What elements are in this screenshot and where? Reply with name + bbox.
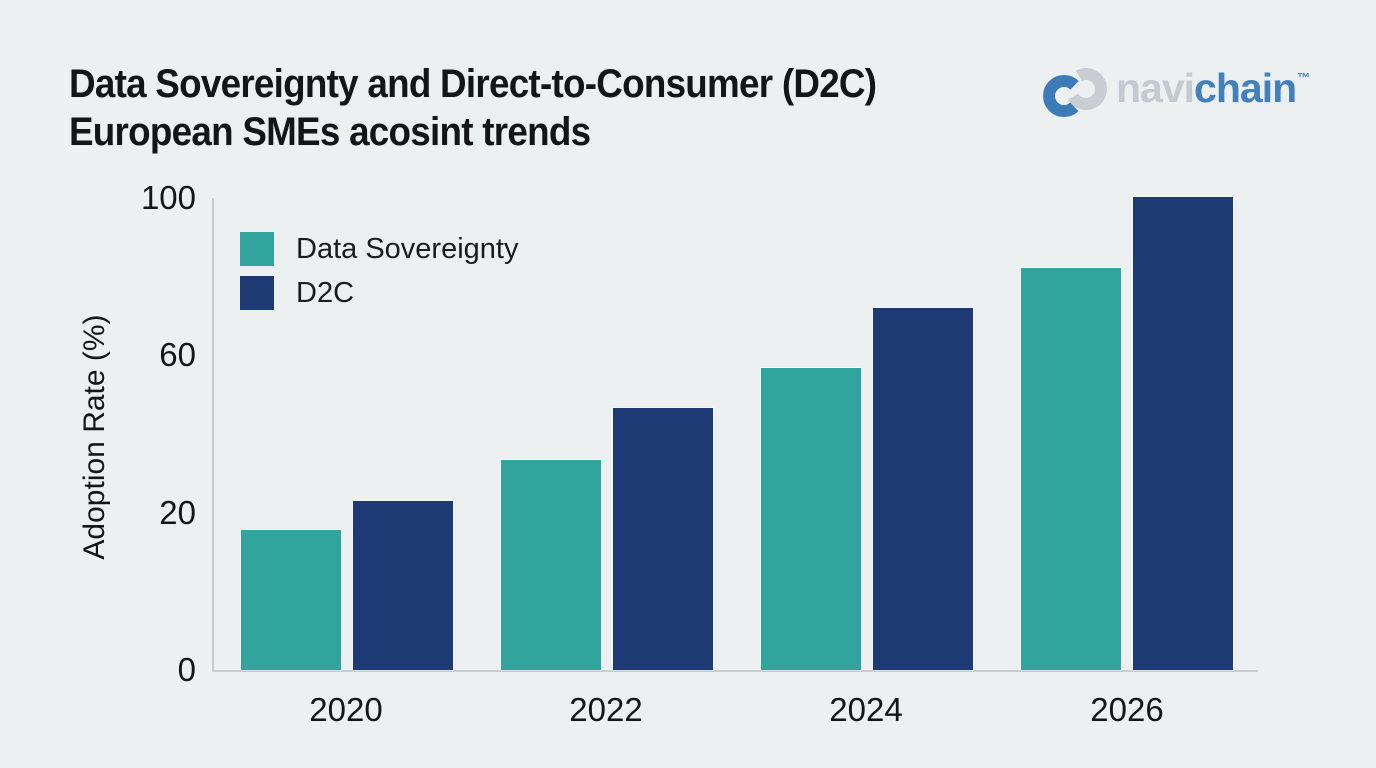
chart-title-line1: Data Sovereignty and Direct-to-Consumer … (69, 62, 877, 106)
chain-rings-icon (1040, 64, 1112, 122)
bar-data-sovereignty-2026 (1021, 268, 1121, 670)
legend-label-d2c: D2C (296, 277, 355, 309)
x-axis-line (212, 670, 1258, 672)
legend: Data Sovereignty D2C (240, 232, 518, 310)
logo-word-navi: navi (1116, 65, 1195, 111)
navichain-logo: navichain™ (1040, 60, 1310, 126)
bar-data-sovereignty-2024 (760, 368, 861, 670)
legend-item-data-sovereignty: Data Sovereignty (240, 232, 518, 266)
x-tick-label-2020: 2020 (309, 691, 383, 728)
x-tick-label-2024: 2024 (829, 691, 903, 728)
bar-data-sovereignty-2022 (500, 460, 601, 670)
x-tick-label-2022: 2022 (569, 691, 643, 728)
bar-d2c-2026 (1133, 197, 1233, 670)
legend-swatch-d2c (240, 276, 274, 310)
logo-trademark: ™ (1297, 70, 1310, 85)
y-axis-title: Adoption Rate (%) (78, 314, 111, 560)
bar-data-sovereignty-2020 (240, 530, 341, 670)
logo-word-chain: chain (1194, 65, 1297, 111)
logo-wordmark: navichain™ (1116, 60, 1310, 126)
legend-label-data-sovereignty: Data Sovereignty (296, 233, 519, 265)
chart-title: Data Sovereignty and Direct-to-Consumer … (69, 60, 877, 156)
y-tick-label-100: 100 (140, 179, 196, 216)
chart-title-line2: European SMEs acosint trends (69, 110, 591, 154)
y-tick-label-20: 20 (159, 494, 196, 531)
bar-d2c-2024 (872, 308, 973, 670)
y-tick-label-60: 60 (159, 336, 196, 373)
y-axis-line (212, 198, 214, 672)
y-tick-label-0: 0 (177, 651, 196, 688)
legend-swatch-data-sovereignty (240, 232, 274, 266)
bar-d2c-2022 (612, 408, 713, 670)
legend-item-d2c: D2C (240, 276, 518, 310)
bar-d2c-2020 (352, 501, 453, 670)
x-tick-label-2026: 2026 (1090, 691, 1164, 728)
